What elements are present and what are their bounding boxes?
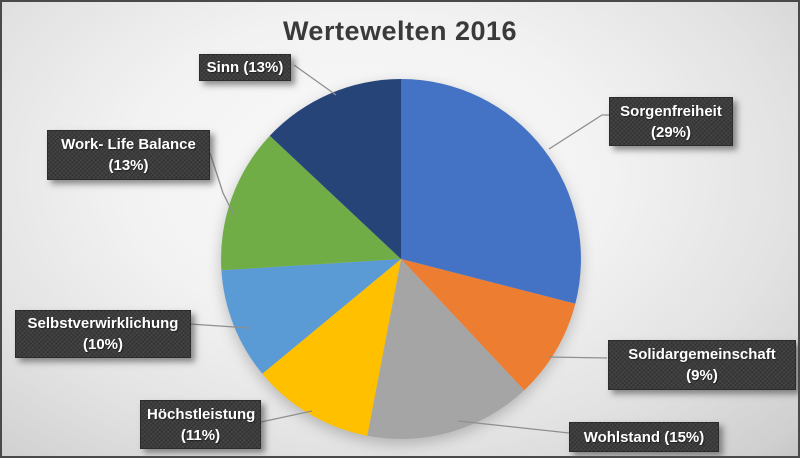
callout-hoechstleistung: Höchstleistung (11%)	[140, 400, 261, 449]
pie-slice-selbstverwirklichung	[221, 259, 401, 374]
callout-selbstverwirklichung-line2: (10%)	[82, 336, 123, 353]
callout-sinn: Sinn (13%)	[199, 54, 291, 81]
callout-wohlstand-line1: Wohlstand (15%)	[583, 428, 705, 446]
callout-solidargemeinschaft-line2: (9%)	[686, 367, 718, 384]
callout-wohlstand: Wohlstand (15%)	[569, 422, 719, 452]
pie-slice-wohlstand	[367, 259, 525, 439]
callout-work-life-balance-line2: (13%)	[108, 157, 149, 174]
callout-hoechstleistung-line1: Höchstleistung	[147, 405, 256, 423]
pie-slice-solidargemeinschaft	[401, 259, 576, 391]
callout-sinn-line1: Sinn (13%)	[206, 59, 284, 76]
callout-solidargemeinschaft: Solidargemeinschaft (9%)	[608, 340, 796, 390]
callout-selbstverwirklichung-line1: Selbstverwirklichung	[27, 315, 179, 332]
pie-slice-group	[221, 79, 581, 439]
callout-sorgenfreiheit: Sorgenfreiheit (29%)	[609, 97, 733, 146]
pie-slice-sinn	[269, 79, 401, 259]
pie-slice-work-life-balance	[221, 135, 401, 271]
pie-slice-sorgenfreiheit	[401, 79, 581, 304]
pie-slice-h-chstleistung	[262, 259, 401, 436]
callout-sorgenfreiheit-line1: Sorgenfreiheit	[620, 102, 722, 120]
callout-work-life-balance: Work- Life Balance (13%)	[47, 130, 210, 180]
callout-selbstverwirklichung: Selbstverwirklichung (10%)	[15, 310, 191, 358]
callout-hoechstleistung-line2: (11%)	[180, 426, 221, 444]
callout-work-life-balance-line1: Work- Life Balance	[61, 136, 196, 153]
callout-solidargemeinschaft-line1: Solidargemeinschaft	[628, 346, 776, 363]
callout-sorgenfreiheit-line2: (29%)	[650, 123, 691, 141]
chart-title: Wertewelten 2016	[282, 16, 518, 46]
